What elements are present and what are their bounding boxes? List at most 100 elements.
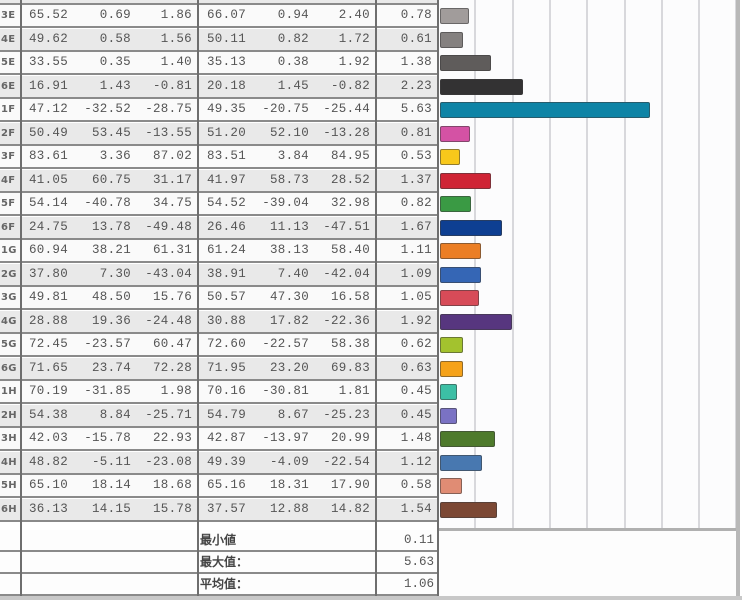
value-cell[interactable]: 23.20 [269, 361, 309, 375]
value-cell[interactable]: 1.98 [160, 384, 192, 398]
value-cell[interactable]: -22.57 [262, 337, 309, 351]
value-cell[interactable]: -30.81 [262, 384, 309, 398]
delta-value-cell[interactable]: 1.38 [400, 55, 432, 69]
value-cell[interactable]: 54.79 [206, 408, 246, 422]
value-cell[interactable]: 49.81 [28, 290, 68, 304]
value-cell[interactable]: 18.31 [269, 478, 309, 492]
value-cell[interactable]: 70.19 [28, 384, 68, 398]
value-cell[interactable]: 33.55 [28, 55, 68, 69]
delta-value-cell[interactable]: 2.23 [400, 79, 432, 93]
value-cell[interactable]: 49.39 [206, 455, 246, 469]
value-cell[interactable]: -31.85 [84, 384, 131, 398]
value-cell[interactable]: -20.75 [262, 102, 309, 116]
value-cell[interactable]: 50.11 [206, 32, 246, 46]
delta-value-cell[interactable]: 0.58 [400, 478, 432, 492]
delta-value-cell[interactable]: 1.67 [400, 220, 432, 234]
value-cell[interactable]: 38.13 [269, 243, 309, 257]
summary-value[interactable]: 5.63 [403, 555, 434, 569]
delta-value-cell[interactable]: 1.48 [400, 431, 432, 445]
delta-value-cell[interactable]: 0.78 [400, 8, 432, 22]
value-cell[interactable]: 42.03 [28, 431, 68, 445]
value-cell[interactable]: 36.13 [28, 502, 68, 516]
value-cell[interactable]: -42.04 [323, 267, 370, 281]
value-cell[interactable]: 37.57 [206, 502, 246, 516]
value-cell[interactable]: 7.30 [99, 267, 131, 281]
delta-value-cell[interactable]: 0.63 [400, 361, 432, 375]
value-cell[interactable]: 28.52 [330, 173, 370, 187]
value-cell[interactable]: 51.20 [206, 126, 246, 140]
delta-value-cell[interactable]: 1.11 [400, 243, 432, 257]
value-cell[interactable]: 14.15 [91, 502, 131, 516]
value-cell[interactable]: 53.45 [91, 126, 131, 140]
value-cell[interactable]: 83.61 [28, 149, 68, 163]
value-cell[interactable]: 72.60 [206, 337, 246, 351]
value-cell[interactable]: 54.38 [28, 408, 68, 422]
value-cell[interactable]: 66.07 [206, 8, 246, 22]
value-cell[interactable]: -22.36 [323, 314, 370, 328]
value-cell[interactable]: 70.16 [206, 384, 246, 398]
value-cell[interactable]: 7.40 [277, 267, 309, 281]
value-cell[interactable]: -15.78 [84, 431, 131, 445]
value-cell[interactable]: 15.78 [152, 502, 192, 516]
value-cell[interactable]: 16.58 [330, 290, 370, 304]
value-cell[interactable]: -28.75 [145, 102, 192, 116]
delta-value-cell[interactable]: 5.63 [400, 102, 432, 116]
value-cell[interactable]: 14.82 [330, 502, 370, 516]
value-cell[interactable]: -25.44 [323, 102, 370, 116]
value-cell[interactable]: -0.81 [152, 79, 192, 93]
value-cell[interactable]: 60.75 [91, 173, 131, 187]
value-cell[interactable]: 48.50 [91, 290, 131, 304]
delta-value-cell[interactable]: 0.81 [400, 126, 432, 140]
value-cell[interactable]: 15.76 [152, 290, 192, 304]
value-cell[interactable]: 72.45 [28, 337, 68, 351]
value-cell[interactable]: 47.30 [269, 290, 309, 304]
value-cell[interactable]: 60.47 [152, 337, 192, 351]
delta-value-cell[interactable]: 1.54 [400, 502, 432, 516]
summary-value[interactable]: 0.11 [403, 533, 434, 547]
delta-value-cell[interactable]: 1.92 [400, 314, 432, 328]
delta-value-cell[interactable]: 0.53 [400, 149, 432, 163]
value-cell[interactable]: 61.24 [206, 243, 246, 257]
value-cell[interactable]: 22.93 [152, 431, 192, 445]
value-cell[interactable]: 0.69 [99, 8, 131, 22]
value-cell[interactable]: 72.28 [152, 361, 192, 375]
value-cell[interactable]: 50.57 [206, 290, 246, 304]
value-cell[interactable]: 28.88 [28, 314, 68, 328]
value-cell[interactable]: -13.97 [262, 431, 309, 445]
value-cell[interactable]: 52.10 [269, 126, 309, 140]
value-cell[interactable]: 49.62 [28, 32, 68, 46]
value-cell[interactable]: 1.92 [338, 55, 370, 69]
value-cell[interactable]: 35.13 [206, 55, 246, 69]
value-cell[interactable]: -23.08 [145, 455, 192, 469]
value-cell[interactable]: 50.49 [28, 126, 68, 140]
delta-value-cell[interactable]: 0.82 [400, 196, 432, 210]
value-cell[interactable]: 8.67 [277, 408, 309, 422]
value-cell[interactable]: -39.04 [262, 196, 309, 210]
value-cell[interactable]: 1.43 [99, 79, 131, 93]
value-cell[interactable]: 24.75 [28, 220, 68, 234]
value-cell[interactable]: 3.36 [99, 149, 131, 163]
value-cell[interactable]: 0.82 [277, 32, 309, 46]
value-cell[interactable]: 0.94 [277, 8, 309, 22]
value-cell[interactable]: -24.48 [145, 314, 192, 328]
delta-value-cell[interactable]: 1.37 [400, 173, 432, 187]
summary-value[interactable]: 1.06 [403, 577, 434, 591]
value-cell[interactable]: -5.11 [91, 455, 131, 469]
delta-value-cell[interactable]: 1.12 [400, 455, 432, 469]
value-cell[interactable]: -13.55 [145, 126, 192, 140]
delta-value-cell[interactable]: 0.45 [400, 408, 432, 422]
delta-value-cell[interactable]: 0.45 [400, 384, 432, 398]
value-cell[interactable]: 84.95 [330, 149, 370, 163]
value-cell[interactable]: 65.16 [206, 478, 246, 492]
value-cell[interactable]: 69.83 [330, 361, 370, 375]
value-cell[interactable]: 37.80 [28, 267, 68, 281]
value-cell[interactable]: 18.68 [152, 478, 192, 492]
value-cell[interactable]: 48.82 [28, 455, 68, 469]
value-cell[interactable]: 13.78 [91, 220, 131, 234]
value-cell[interactable]: 42.87 [206, 431, 246, 445]
value-cell[interactable]: 1.81 [338, 384, 370, 398]
value-cell[interactable]: 17.90 [330, 478, 370, 492]
value-cell[interactable]: 41.05 [28, 173, 68, 187]
delta-value-cell[interactable]: 0.61 [400, 32, 432, 46]
value-cell[interactable]: 8.84 [99, 408, 131, 422]
